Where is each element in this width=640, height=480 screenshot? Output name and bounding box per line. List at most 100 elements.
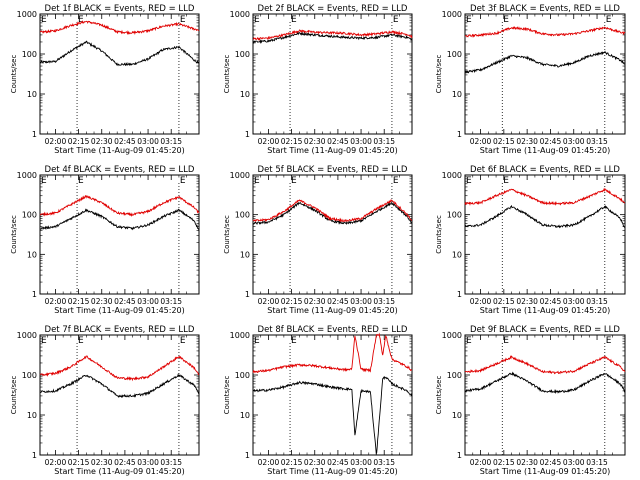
y-tick-label: 10 — [240, 411, 250, 420]
x-axis-label: Start Time (11-Aug-09 01:45:20) — [267, 467, 398, 476]
y-tick-label: 1000 — [230, 331, 250, 340]
event-marker-label: E — [180, 336, 186, 346]
series-events-line — [39, 40, 200, 67]
x-tick-label: 02:45 — [114, 137, 136, 146]
y-tick-label: 1 — [32, 451, 37, 460]
event-marker-label: E — [41, 336, 47, 346]
event-marker-label: E — [606, 336, 612, 346]
x-tick-label: 02:15 — [68, 297, 90, 306]
event-marker-label: E — [466, 15, 472, 25]
panel-det-1: Det 1f BLACK = Events, RED = LLD 1 10 100 10… — [10, 4, 200, 155]
x-tick-label: 02:45 — [114, 458, 136, 467]
x-axis-label: Start Time (11-Aug-09 01:45:20) — [54, 467, 185, 476]
y-tick-label: 1 — [457, 451, 462, 460]
y-tick-label: 10 — [27, 90, 37, 99]
y-tick-label: 100 — [235, 371, 250, 380]
series-events-line — [464, 50, 626, 74]
x-tick-label: 03:00 — [563, 137, 585, 146]
y-tick-label: 1 — [32, 290, 37, 299]
y-tick-label: 10 — [452, 250, 462, 259]
y-axis-label: Counts/sec — [435, 55, 443, 94]
event-marker-label: E — [180, 176, 186, 186]
panel-title: Det 3f BLACK = Events, RED = LLD — [470, 4, 620, 14]
x-tick-label: 02:15 — [493, 297, 515, 306]
series-lld-line — [252, 198, 413, 223]
series-lld-line — [252, 332, 413, 374]
y-tick-label: 1 — [457, 130, 462, 139]
x-tick-label: 03:15 — [160, 458, 182, 467]
y-tick-label: 1 — [245, 290, 250, 299]
panel-title: Det 5f BLACK = Events, RED = LLD — [258, 165, 408, 175]
panel-title: Det 9f BLACK = Events, RED = LLD — [470, 325, 620, 335]
plot-frame — [464, 13, 626, 135]
x-tick-label: 03:15 — [586, 137, 608, 146]
y-axis-label: Counts/sec — [435, 376, 443, 415]
x-tick-label: 02:30 — [91, 458, 113, 467]
x-tick-label: 02:45 — [540, 297, 562, 306]
event-marker-label: E — [41, 176, 47, 186]
x-tick-label: 02:15 — [493, 137, 515, 146]
x-tick-label: 02:00 — [45, 458, 67, 467]
event-marker-label: E — [393, 15, 399, 25]
event-marker-label: E — [180, 15, 186, 25]
series-lld-line — [465, 26, 626, 38]
x-tick-label: 03:15 — [160, 297, 182, 306]
y-tick-label: 1000 — [230, 10, 250, 19]
x-axis-label: Start Time (11-Aug-09 01:45:20) — [267, 146, 398, 155]
series-events-line — [252, 31, 413, 45]
y-tick-label: 100 — [447, 371, 462, 380]
y-tick-label: 1 — [457, 290, 462, 299]
plot-frame — [252, 174, 413, 295]
y-tick-label: 100 — [22, 211, 37, 220]
x-tick-label: 02:45 — [327, 137, 349, 146]
x-tick-label: 02:00 — [470, 458, 492, 467]
event-marker-label: E — [466, 176, 472, 186]
panel-title: Det 2f BLACK = Events, RED = LLD — [258, 4, 408, 14]
panel-det-4: Det 4f BLACK = Events, RED = LLD 1 10 100 10… — [10, 165, 200, 315]
x-tick-label: 02:00 — [258, 137, 280, 146]
event-marker-label: E — [393, 336, 399, 346]
series-lld-line — [39, 20, 200, 36]
panel-title: Det 7f BLACK = Events, RED = LLD — [45, 325, 195, 335]
series-events-line — [39, 208, 200, 232]
y-tick-label: 1000 — [17, 10, 37, 19]
x-tick-label: 02:30 — [516, 297, 538, 306]
x-tick-label: 03:00 — [350, 137, 372, 146]
event-marker-label: E — [606, 176, 612, 186]
plot-frame — [39, 13, 200, 135]
y-tick-label: 10 — [452, 411, 462, 420]
y-axis-label: Counts/sec — [223, 55, 231, 94]
plot-frame — [39, 334, 200, 456]
x-tick-label: 03:00 — [137, 297, 159, 306]
y-tick-label: 100 — [235, 50, 250, 59]
plot-frame — [252, 334, 413, 456]
event-marker-label: E — [503, 336, 509, 346]
x-tick-label: 02:30 — [91, 137, 113, 146]
x-tick-label: 02:30 — [304, 137, 326, 146]
y-tick-label: 100 — [235, 211, 250, 220]
x-tick-label: 02:00 — [258, 297, 280, 306]
plot-frame — [39, 174, 200, 295]
x-axis-label: Start Time (11-Aug-09 01:45:20) — [480, 306, 611, 315]
series-lld-line — [39, 355, 200, 382]
y-axis-label: Counts/sec — [435, 215, 443, 254]
x-tick-label: 02:00 — [45, 297, 67, 306]
x-tick-label: 02:15 — [281, 458, 303, 467]
x-tick-label: 03:15 — [586, 297, 608, 306]
event-marker-label: E — [393, 176, 399, 186]
y-tick-label: 1000 — [17, 331, 37, 340]
y-tick-label: 10 — [27, 411, 37, 420]
panel-det-2: Det 2f BLACK = Events, RED = LLD 1 10 100 10… — [223, 4, 413, 155]
y-axis-label: Counts/sec — [10, 376, 18, 415]
x-tick-label: 02:15 — [493, 458, 515, 467]
x-tick-label: 02:15 — [281, 297, 303, 306]
y-tick-label: 10 — [27, 250, 37, 259]
series-events-line — [464, 204, 626, 229]
y-tick-label: 10 — [240, 90, 250, 99]
x-tick-label: 03:00 — [137, 137, 159, 146]
panel-title: Det 6f BLACK = Events, RED = LLD — [470, 165, 620, 175]
x-axis-label: Start Time (11-Aug-09 01:45:20) — [54, 146, 185, 155]
event-marker-label: E — [291, 176, 297, 186]
y-axis-label: Counts/sec — [223, 376, 231, 415]
x-axis-label: Start Time (11-Aug-09 01:45:20) — [480, 146, 611, 155]
